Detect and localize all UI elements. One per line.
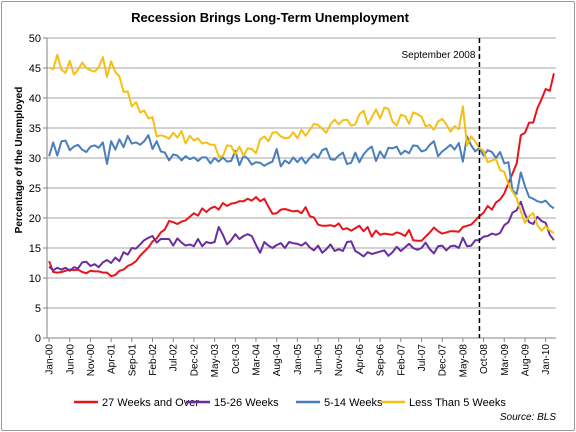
x-tick-label: May-03 (210, 344, 221, 378)
series-lines (48, 53, 555, 278)
x-tick-label: Feb-02 (148, 344, 159, 376)
series-line-5-14-weeks (48, 134, 555, 210)
gridlines (47, 37, 556, 309)
chart-title: Recession Brings Long-Term Unemployment (131, 10, 410, 25)
x-axis-ticks: Jan-00 Jun-00 Nov-00 Apr-01 Sep-01 Feb-02 Jul-… (45, 338, 552, 378)
legend: 27 Weeks and Over 15-26 Weeks 5-14 Weeks Le… (74, 397, 506, 409)
x-tick-label: Dec-07 (438, 344, 449, 377)
x-tick-label: Jun-05 (314, 344, 325, 375)
x-tick-label: Jul-07 (417, 344, 428, 372)
y-tick-label: 5 (35, 303, 41, 315)
x-tick-label: May-08 (458, 344, 469, 378)
legend-item-15-26-weeks: 15-26 Weeks (186, 397, 279, 409)
legend-label: 15-26 Weeks (214, 397, 279, 409)
legend-label: 27 Weeks and Over (102, 397, 199, 409)
y-tick-label: 0 (35, 333, 41, 345)
y-tick-label: 25 (29, 183, 41, 195)
legend-label: Less Than 5 Weeks (409, 397, 506, 409)
legend-item-27-weeks-and-over: 27 Weeks and Over (74, 397, 199, 409)
x-tick-label: Jan-00 (45, 344, 56, 375)
series-line-27-weeks-and-over (48, 73, 555, 278)
x-tick-label: Sep-06 (376, 344, 387, 377)
x-tick-label: Sep-01 (127, 344, 138, 377)
y-tick-label: 30 (29, 153, 41, 165)
x-tick-label: Dec-02 (189, 344, 200, 377)
x-tick-label: Nov-05 (334, 344, 345, 377)
x-tick-label: Feb-07 (396, 344, 407, 376)
legend-label: 5-14 Weeks (324, 397, 383, 409)
annotation-label: September 2008 (401, 50, 475, 61)
y-tick-label: 20 (29, 213, 41, 225)
x-tick-label: Oct-03 (231, 344, 242, 374)
x-tick-label: Mar-09 (500, 344, 511, 376)
y-tick-label: 50 (29, 33, 41, 45)
source-note: Source: BLS (500, 412, 556, 423)
legend-item-5-14-weeks: 5-14 Weeks (296, 397, 383, 409)
y-tick-label: 35 (29, 123, 41, 135)
x-tick-label: Jul-02 (169, 344, 180, 372)
x-tick-label: Mar-04 (251, 344, 262, 376)
x-tick-label: Apr-01 (107, 344, 118, 374)
x-tick-label: Aug-04 (272, 344, 283, 377)
y-tick-label: 45 (29, 63, 41, 75)
series-line-15-26-weeks (48, 200, 555, 272)
x-tick-label: Jan-10 (541, 344, 552, 375)
x-tick-label: Oct-08 (479, 344, 490, 374)
x-tick-label: Jan-05 (293, 344, 304, 375)
y-axis-ticks: 0 5 10 15 20 25 30 35 40 45 50 (29, 33, 47, 345)
axes (46, 38, 556, 339)
y-axis-label: Percentage of the Unemployed (14, 87, 25, 234)
x-tick-label: Jun-00 (65, 344, 76, 375)
y-tick-label: 15 (29, 243, 41, 255)
y-tick-label: 40 (29, 93, 41, 105)
series-line-less-than-5-weeks (48, 53, 555, 234)
x-tick-label: Apr-06 (355, 344, 366, 374)
x-tick-label: Nov-00 (86, 344, 97, 377)
annotation-group: September 2008 (401, 38, 481, 338)
y-tick-label: 10 (29, 273, 41, 285)
legend-item-less-than-5-weeks: Less Than 5 Weeks (381, 397, 506, 409)
x-tick-label: Aug-09 (520, 344, 531, 377)
